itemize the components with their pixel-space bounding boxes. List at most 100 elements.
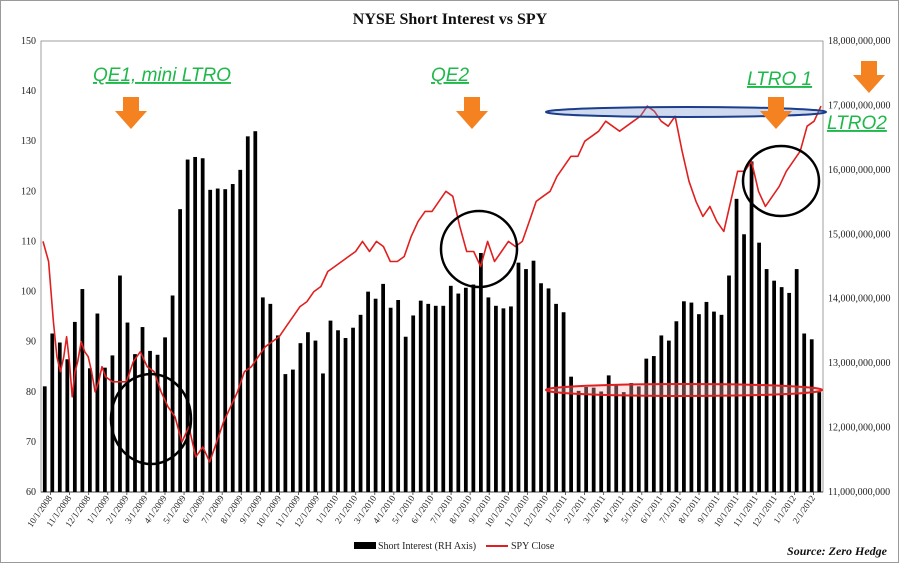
short-interest-bar: [223, 189, 228, 492]
short-interest-bar: [95, 313, 100, 492]
line-group: [42, 105, 822, 463]
right-tick-label: 17,000,000,000: [828, 100, 891, 111]
legend-bar-label: Short Interest (RH Axis): [378, 541, 476, 552]
left-tick-label: 100: [21, 287, 36, 298]
legend-line-label: SPY Close: [511, 541, 555, 552]
short-interest-bar: [809, 339, 814, 492]
short-interest-bar: [87, 368, 92, 492]
short-interest-bar: [283, 374, 288, 492]
left-tick-label: 120: [21, 186, 36, 197]
left-tick-label: 110: [21, 236, 36, 247]
annotation-qe2-label: QE2: [431, 65, 469, 86]
ellipse-red-support: [545, 383, 823, 397]
arrow-qe2: [456, 97, 488, 129]
annotation-ltro2-label: LTRO2: [827, 113, 887, 134]
arrow-qe1: [115, 97, 147, 129]
short-interest-bar: [381, 283, 386, 492]
short-interest-bar: [351, 327, 355, 492]
right-tick-label: 18,000,000,000: [828, 36, 891, 47]
short-interest-bar: [554, 303, 558, 492]
short-interest-bar: [238, 169, 243, 492]
chart-title: NYSE Short Interest vs SPY: [353, 11, 548, 28]
right-tick-label: 15,000,000,000: [828, 229, 891, 240]
right-tick-label: 12,000,000,000: [828, 423, 891, 434]
short-interest-bar: [486, 297, 491, 492]
short-interest-bar: [569, 376, 573, 492]
short-interest-bar: [155, 354, 160, 492]
short-interest-bar: [584, 386, 589, 492]
left-tick-label: 80: [26, 387, 36, 398]
short-interest-bar: [268, 303, 273, 492]
spy-close-line: [42, 105, 822, 463]
short-interest-bar: [659, 335, 664, 492]
short-interest-bar: [764, 269, 769, 492]
bars-group: [42, 131, 822, 493]
left-tick-label: 150: [21, 36, 36, 47]
overlays-group: [109, 106, 827, 466]
short-interest-bar: [674, 321, 679, 492]
short-interest-bar: [817, 392, 822, 492]
short-interest-bar: [779, 287, 784, 492]
short-interest-bar: [494, 305, 498, 492]
short-interest-bar: [50, 333, 55, 492]
left-tick-label: 140: [21, 86, 36, 97]
short-interest-bar: [471, 284, 476, 492]
annotations-group: QE1, mini LTRO QE2 LTRO 1 LTRO2: [93, 61, 887, 134]
short-interest-bar: [343, 338, 348, 492]
short-interest-bar: [336, 330, 340, 492]
short-interest-bar: [418, 300, 423, 492]
short-interest-bar: [787, 292, 792, 492]
short-interest-bar: [666, 340, 671, 492]
short-interest-bar: [178, 209, 182, 492]
short-interest-bar: [599, 391, 604, 492]
short-interest-bar: [621, 392, 626, 492]
right-tick-label: 13,000,000,000: [828, 358, 891, 369]
circle-qe1: [109, 372, 193, 466]
short-interest-bar: [606, 375, 611, 492]
short-interest-bar: [524, 269, 528, 492]
ellipse-blue-resistance: [545, 106, 827, 118]
short-interest-bar: [501, 308, 506, 492]
short-interest-bar: [253, 131, 258, 492]
short-interest-bar: [802, 333, 807, 492]
short-interest-bar: [42, 386, 47, 492]
short-interest-bar: [328, 320, 333, 492]
short-interest-bar: [749, 161, 754, 492]
short-interest-bar: [260, 297, 265, 492]
right-tick-label: 16,000,000,000: [828, 165, 891, 176]
short-interest-bar: [133, 354, 137, 492]
short-interest-bar: [636, 386, 641, 492]
short-interest-bar: [651, 356, 656, 492]
circle-qe2: [439, 209, 519, 289]
short-interest-bar: [719, 314, 724, 492]
short-interest-bar: [757, 242, 761, 492]
short-interest-bar: [313, 340, 318, 492]
short-interest-bar: [614, 384, 619, 492]
short-interest-bar: [125, 322, 130, 492]
short-interest-bar: [65, 359, 70, 492]
arrow-ltro2: [853, 61, 885, 93]
short-interest-bar: [629, 383, 634, 492]
legend-bar-swatch: [354, 542, 376, 549]
right-tick-label: 14,000,000,000: [828, 294, 891, 305]
short-interest-bar: [456, 293, 461, 492]
short-interest-bar: [426, 303, 431, 492]
short-interest-bar: [734, 198, 739, 492]
short-interest-bar: [441, 305, 446, 492]
short-interest-bar: [516, 262, 521, 492]
right-tick-label: 11,000,000,000: [828, 487, 890, 498]
short-interest-bar: [478, 252, 483, 492]
short-interest-bar: [193, 156, 198, 492]
short-interest-bar: [306, 332, 310, 492]
left-tick-label: 70: [26, 437, 36, 448]
annotation-qe1-label: QE1, mini LTRO: [93, 65, 231, 86]
short-interest-bar: [230, 184, 235, 492]
left-tick-label: 90: [26, 337, 36, 348]
short-interest-bar: [403, 336, 408, 492]
short-interest-bar: [245, 136, 250, 492]
short-interest-bar: [433, 305, 438, 492]
short-interest-bar: [509, 306, 513, 492]
short-interest-bar: [396, 300, 401, 492]
arrow-ltro1: [760, 97, 792, 129]
short-interest-bar: [80, 289, 85, 492]
